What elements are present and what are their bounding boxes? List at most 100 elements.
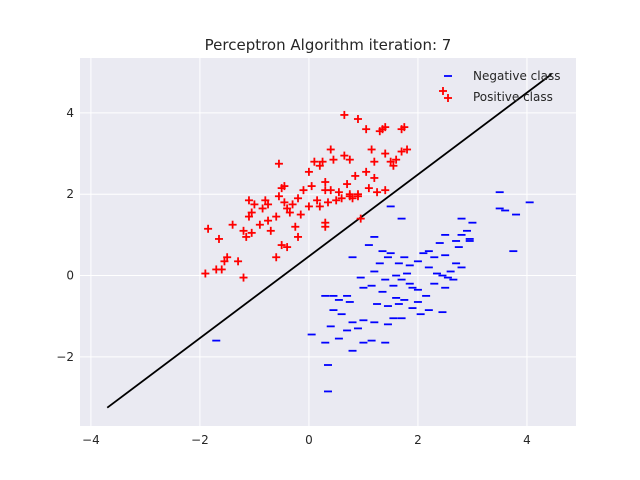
positive-point: [373, 188, 382, 197]
positive-point: [228, 220, 237, 229]
x-tick-label: 4: [523, 433, 531, 447]
positive-point: [356, 214, 365, 223]
positive-point: [283, 204, 292, 213]
positive-point: [397, 125, 406, 134]
positive-point: [310, 157, 319, 166]
positive-point: [351, 171, 360, 180]
legend-entry-positive: Positive class: [439, 87, 553, 104]
positive-point: [353, 190, 362, 199]
positive-point: [304, 202, 313, 211]
positive-point: [220, 257, 229, 266]
positive-point: [324, 198, 332, 207]
positive-point: [234, 257, 243, 266]
x-tick-label: −2: [191, 433, 209, 447]
positive-point: [247, 208, 256, 217]
legend-positive-marker: [439, 87, 452, 102]
positive-point: [315, 202, 324, 211]
x-tick-label: 2: [414, 433, 422, 447]
positive-point: [255, 220, 264, 229]
positive-point: [288, 200, 297, 209]
positive-point: [367, 145, 376, 154]
positive-point: [353, 114, 362, 123]
positive-point: [340, 110, 349, 119]
positive-point: [201, 269, 210, 278]
positive-point: [340, 151, 349, 160]
positive-point: [242, 232, 251, 241]
positive-point: [274, 192, 283, 201]
positive-point: [304, 167, 313, 176]
positive-point: [386, 157, 395, 166]
y-tick-label: 4: [66, 106, 74, 120]
positive-point: [381, 149, 390, 158]
positive-point: [321, 222, 330, 231]
positive-point: [364, 184, 373, 193]
positive-point: [244, 212, 253, 221]
y-tick-label: 2: [66, 187, 74, 201]
positive-point: [277, 241, 286, 250]
positive-point: [318, 157, 327, 166]
positive-point: [389, 161, 398, 170]
positive-point: [264, 200, 273, 209]
positive-point: [280, 198, 289, 207]
positive-point: [285, 208, 294, 217]
positive-point: [299, 186, 308, 195]
positive-point: [362, 125, 371, 134]
positive-point: [283, 243, 292, 252]
positive-point: [296, 210, 305, 219]
x-tick-label: −4: [82, 433, 100, 447]
positive-point: [381, 186, 390, 195]
positive-point: [403, 145, 412, 154]
legend-positive-symbol: [444, 94, 452, 102]
positive-point: [272, 253, 281, 262]
data-points: [201, 110, 534, 393]
positive-point: [291, 222, 300, 231]
positive-point: [337, 194, 346, 203]
positive-point: [370, 173, 379, 182]
legend-entry-negative: Negative class: [444, 69, 560, 83]
positive-point: [274, 159, 283, 168]
positive-point: [321, 186, 330, 195]
x-tick-label: 0: [305, 433, 313, 447]
legend-positive-label: Positive class: [473, 90, 553, 104]
positive-point: [392, 155, 401, 164]
positive-point: [307, 182, 316, 191]
positive-point: [294, 232, 303, 241]
positive-point: [294, 194, 303, 203]
decision-boundary-group: [106, 73, 553, 409]
positive-point: [381, 123, 390, 132]
positive-point: [247, 228, 256, 237]
decision-boundary-line: [106, 73, 553, 409]
positive-point: [343, 180, 352, 189]
positive-point: [345, 192, 354, 201]
positive-point: [315, 161, 324, 170]
y-tick-label: −2: [56, 350, 74, 364]
positive-point: [313, 196, 322, 205]
positive-point: [370, 157, 379, 166]
positive-point: [266, 226, 275, 235]
positive-point: [204, 224, 213, 233]
positive-point: [334, 188, 343, 197]
chart-title: Perceptron Algorithm iteration: 7: [205, 36, 452, 54]
y-tick-label: 0: [66, 269, 74, 283]
legend-negative-label: Negative class: [473, 69, 560, 83]
legend-positive-symbol: [439, 87, 447, 95]
positive-point: [329, 155, 338, 164]
positive-point: [250, 200, 259, 209]
positive-point: [223, 253, 232, 262]
tick-labels: −4 −2 0 2 4 −2 0 2 4: [56, 106, 530, 447]
positive-point: [239, 226, 248, 235]
positive-point: [214, 234, 223, 243]
positive-point: [258, 204, 267, 213]
positive-point: [345, 155, 354, 164]
grid-lines: [80, 58, 576, 426]
legend: Negative class Positive class: [439, 69, 560, 104]
positive-point: [326, 145, 335, 154]
positive-point: [397, 147, 406, 156]
positive-point: [264, 216, 273, 225]
positive-point: [280, 182, 289, 191]
positive-point: [321, 178, 330, 187]
positive-point: [212, 265, 221, 274]
positive-point: [239, 273, 248, 282]
positive-point: [362, 167, 371, 176]
